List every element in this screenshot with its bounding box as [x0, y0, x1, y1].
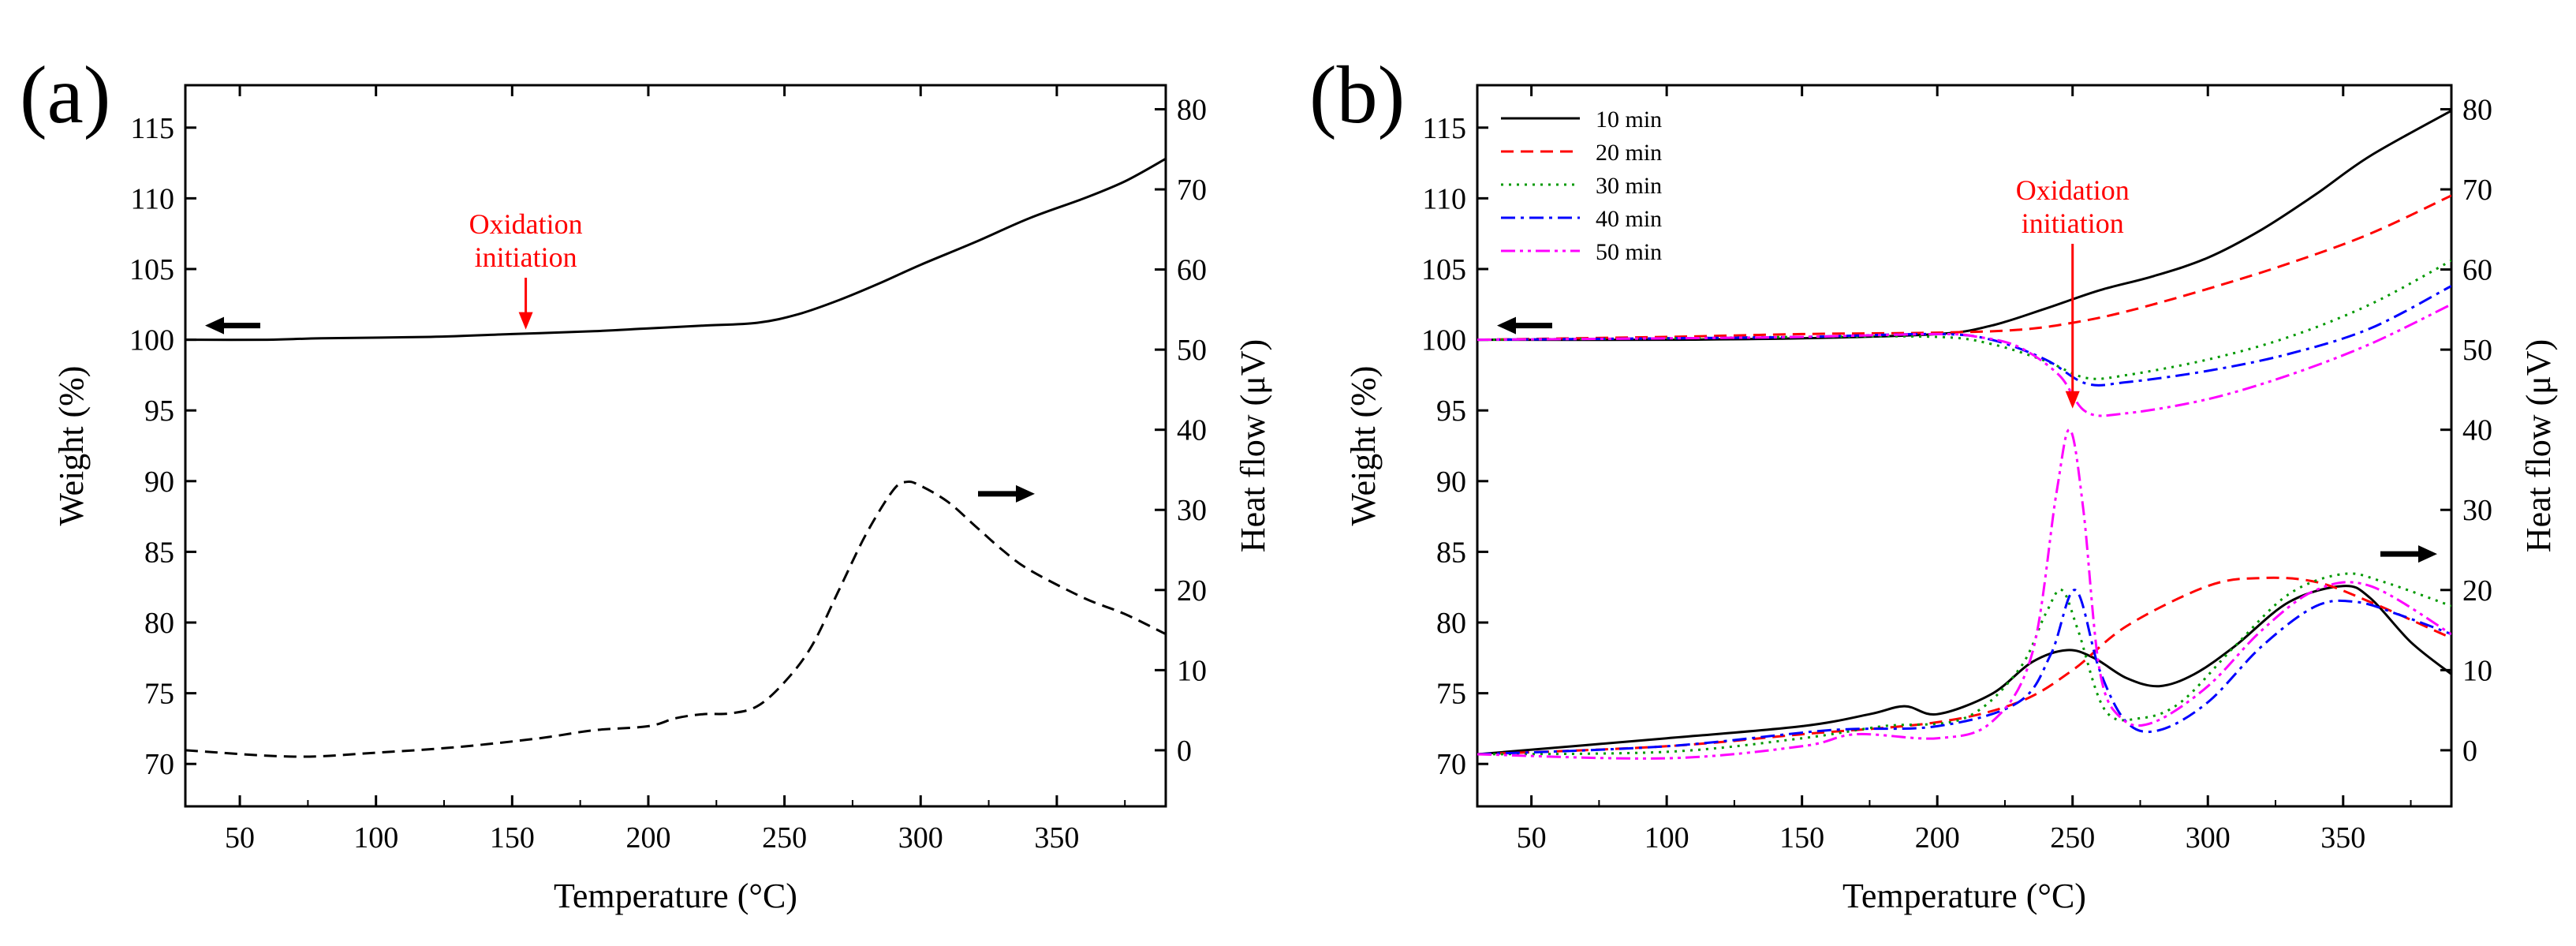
- legend-label: 50 min: [1596, 239, 1662, 265]
- y-tick-label: 90: [1436, 466, 1466, 499]
- y-tick-label: 100: [129, 324, 174, 357]
- y-axis-label: Weight (%): [1344, 366, 1383, 526]
- y-right-tick-label: 40: [2462, 414, 2492, 447]
- annotation-arrowhead: [518, 312, 533, 330]
- y-right-tick-label: 80: [1177, 93, 1207, 126]
- panel-label: (b): [1309, 50, 1405, 140]
- y-right-tick-label: 60: [1177, 254, 1207, 287]
- y-tick-label: 95: [144, 394, 174, 428]
- annotation-oxidation-initiation: Oxidation initiation: [2016, 174, 2130, 239]
- plot-frame: [184, 84, 1167, 808]
- legend-label: 30 min: [1596, 173, 1662, 199]
- y-right-tick-label: 50: [1177, 334, 1207, 367]
- panel-b: (b)50 100 150 200 250 300 35070758085909510010…: [1309, 50, 2558, 915]
- y-right-tick-label: 60: [2462, 254, 2492, 287]
- y-tick-label: 80: [144, 607, 174, 640]
- x-tick-label: 300: [2186, 821, 2231, 854]
- annotation-arrowhead: [2065, 391, 2080, 409]
- legend-label: 20 min: [1596, 140, 1662, 166]
- y-tick-label: 110: [130, 182, 174, 215]
- y-tick-label: 70: [144, 748, 174, 781]
- x-tick-label: 200: [625, 821, 670, 854]
- x-tick-label: 50: [1517, 821, 1547, 854]
- 30-min-heat-flow-line: [1477, 572, 2451, 756]
- left-axis-arrowhead: [1497, 316, 1516, 335]
- y-tick-label: 70: [1436, 748, 1466, 781]
- 20-min-heat-flow-line: [1477, 576, 2451, 756]
- y-right-tick-label: 10: [1177, 654, 1207, 687]
- 20-min-weight-line: [1477, 194, 2451, 342]
- panel-label: (a): [20, 50, 110, 140]
- x-axis-label: Temperature (°C): [554, 877, 797, 915]
- y-tick-label: 85: [1436, 536, 1466, 569]
- x-tick-label: 250: [762, 821, 807, 854]
- x-tick-label: 350: [1034, 821, 1079, 854]
- y-tick-label: 75: [1436, 678, 1466, 711]
- y-axis-label: Weight (%): [52, 366, 91, 526]
- x-tick-label: 150: [490, 821, 535, 854]
- x-tick-label: 150: [1779, 821, 1824, 854]
- y-right-tick-label: 30: [1177, 494, 1207, 527]
- annotation-oxidation-initiation: Oxidation initiation: [469, 208, 583, 273]
- right-axis-arrowhead: [2418, 545, 2437, 563]
- y-right-tick-label: 0: [2462, 735, 2477, 768]
- x-tick-label: 350: [2320, 821, 2365, 854]
- y-tick-label: 85: [144, 536, 174, 569]
- legend-label: 10 min: [1596, 107, 1662, 133]
- weight-line: [185, 157, 1166, 342]
- y-right-tick-label: 0: [1177, 735, 1192, 768]
- left-axis-arrowhead: [205, 316, 224, 335]
- y-right-axis-label: Heat flow (μV): [1234, 339, 1272, 552]
- y-right-tick-label: 70: [1177, 174, 1207, 207]
- 10-min-weight-line: [1477, 109, 2451, 342]
- panel-a: (a)50 100 150 200 250 300 35070758085909510010…: [20, 50, 1272, 915]
- y-right-axis-label: Heat flow (μV): [2519, 339, 2558, 552]
- x-tick-label: 300: [898, 821, 943, 854]
- y-tick-label: 105: [1421, 253, 1466, 286]
- x-tick-label: 200: [1915, 821, 1960, 854]
- y-right-tick-label: 20: [2462, 574, 2492, 608]
- y-tick-label: 110: [1422, 182, 1466, 215]
- heat-flow-line: [185, 480, 1166, 758]
- legend-label: 40 min: [1596, 206, 1662, 232]
- y-tick-label: 100: [1421, 324, 1466, 357]
- 40-min-heat-flow-line: [1477, 589, 2451, 756]
- x-tick-label: 250: [2050, 821, 2095, 854]
- y-tick-label: 115: [1422, 112, 1466, 145]
- y-tick-label: 105: [129, 253, 174, 286]
- y-tick-label: 75: [144, 678, 174, 711]
- y-right-tick-label: 30: [2462, 494, 2492, 527]
- right-axis-arrowhead: [1016, 484, 1035, 503]
- 10-min-heat-flow-line: [1477, 585, 2451, 756]
- y-right-tick-label: 10: [2462, 654, 2492, 687]
- y-right-tick-label: 80: [2462, 93, 2492, 126]
- y-tick-label: 115: [130, 112, 174, 145]
- x-tick-label: 50: [225, 821, 255, 854]
- x-tick-label: 100: [1645, 821, 1689, 854]
- y-right-tick-label: 20: [1177, 574, 1207, 608]
- 50-min-heat-flow-line: [1477, 428, 2451, 760]
- y-right-tick-label: 70: [2462, 174, 2492, 207]
- y-right-tick-label: 50: [2462, 334, 2492, 367]
- y-right-tick-label: 40: [1177, 414, 1207, 447]
- y-tick-label: 95: [1436, 394, 1466, 428]
- 40-min-weight-line: [1477, 285, 2451, 387]
- y-tick-label: 90: [144, 466, 174, 499]
- x-axis-label: Temperature (°C): [1842, 877, 2086, 915]
- y-tick-label: 80: [1436, 607, 1466, 640]
- x-tick-label: 100: [353, 821, 398, 854]
- 50-min-weight-line: [1477, 303, 2451, 417]
- plot-frame: [1476, 84, 2453, 808]
- 30-min-weight-line: [1477, 259, 2451, 380]
